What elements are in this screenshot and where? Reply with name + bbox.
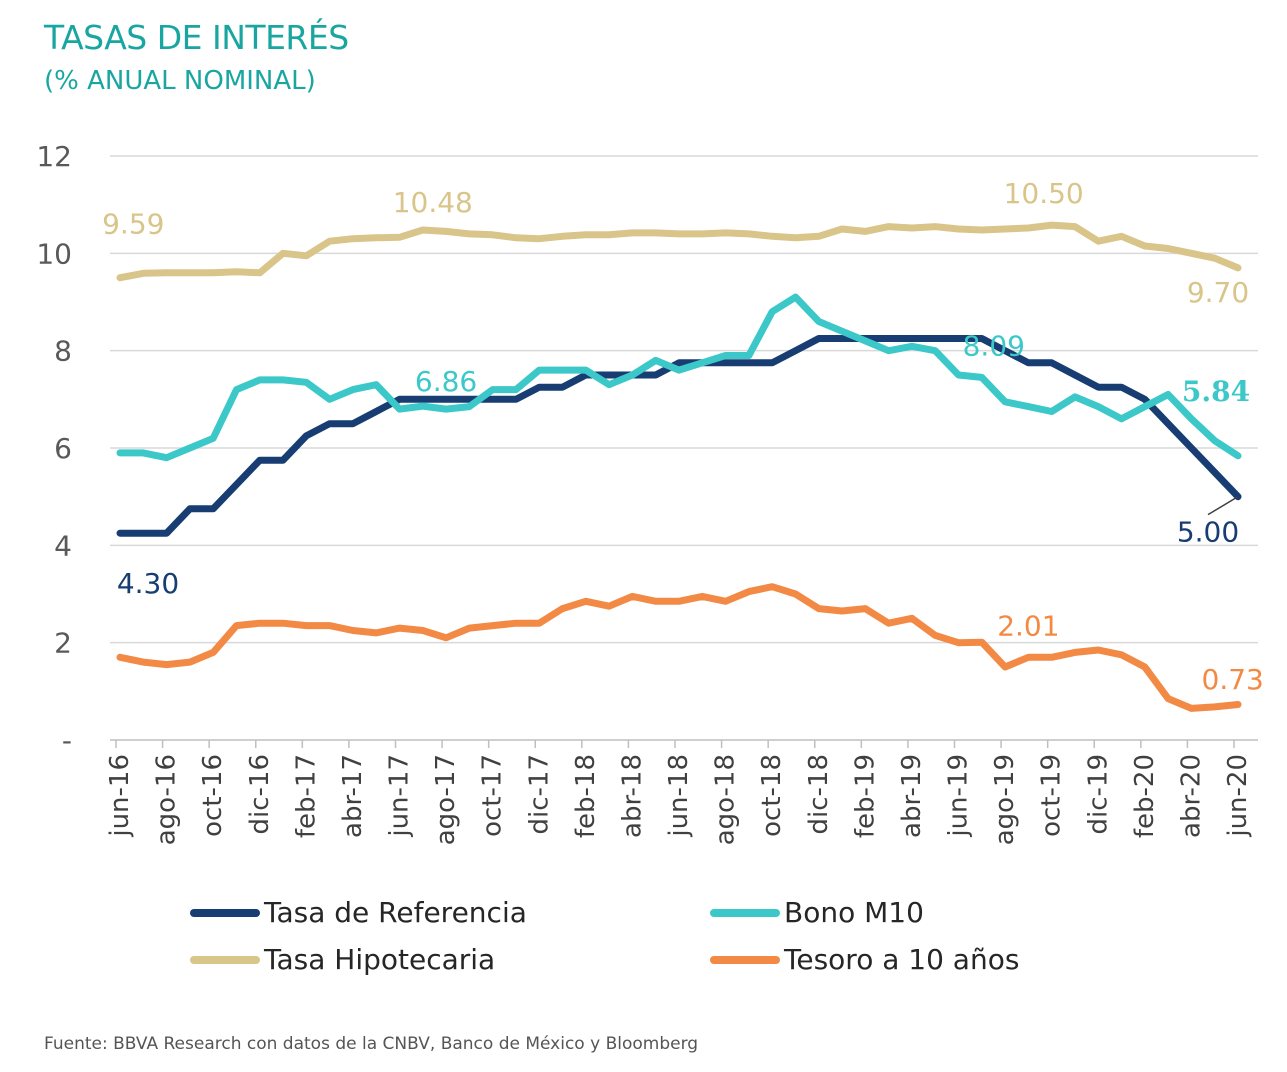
- chart-title: TASAS DE INTERÉS: [44, 18, 349, 57]
- x-tick-label: ago-17: [431, 754, 461, 845]
- y-tick-label: 12: [36, 140, 72, 173]
- y-tick-label: 6: [54, 432, 72, 465]
- y-tick-label: 2: [54, 627, 72, 660]
- source-note: Fuente: BBVA Research con datos de la CN…: [44, 1034, 699, 1054]
- chart-subtitle: (% ANUAL NOMINAL): [44, 66, 316, 96]
- data-label: 4.30: [117, 567, 179, 600]
- data-label: 5.00: [1177, 516, 1239, 549]
- x-tick-label: jun-20: [1223, 754, 1253, 838]
- x-tick-label: oct-18: [757, 754, 787, 837]
- x-tick-label: abr-17: [338, 754, 368, 838]
- x-tick-label: jun-18: [664, 754, 694, 838]
- x-tick-label: oct-19: [1037, 754, 1067, 837]
- y-axis-ticks: - 2 4 6 8 10 12: [36, 140, 72, 757]
- y-tick-label: -: [62, 724, 72, 757]
- x-axis: jun-16 ago-16 oct-16 dic-16 feb-17 abr-17 jun-…: [105, 739, 1258, 845]
- x-tick-label: feb-17: [291, 754, 321, 838]
- series-line-2: [116, 221, 1242, 282]
- data-label: 10.50: [1004, 177, 1084, 210]
- x-tick-label: dic-18: [804, 754, 834, 835]
- data-label: 5.84: [1182, 375, 1250, 408]
- data-label: 0.73: [1202, 663, 1264, 696]
- data-label: 9.70: [1187, 276, 1249, 309]
- y-tick-label: 8: [54, 335, 72, 368]
- x-tick-label: jun-19: [944, 754, 974, 838]
- x-tick-label: ago-16: [152, 754, 182, 845]
- x-tick-label: abr-20: [1176, 754, 1206, 838]
- line-chart: - 2 4 6 8 10 12 jun-16 ago-16 oct-16 dic-16 feb-17…: [36, 140, 1264, 845]
- x-tick-label: jun-17: [385, 754, 415, 838]
- x-tick-label: dic-16: [245, 754, 275, 835]
- x-tick-label: abr-18: [617, 754, 647, 838]
- y-tick-label: 10: [36, 237, 72, 270]
- series-line-0: [116, 335, 1242, 537]
- x-tick-label: ago-18: [711, 754, 741, 845]
- x-tick-label: oct-17: [478, 754, 508, 837]
- data-label: 8.09: [963, 329, 1025, 362]
- series-lines: [116, 221, 1242, 712]
- data-label: 10.48: [393, 186, 473, 219]
- x-tick-label: oct-16: [198, 754, 228, 837]
- series-line-1: [116, 293, 1242, 462]
- data-label: 9.59: [102, 207, 164, 240]
- x-tick-label: feb-19: [850, 754, 880, 838]
- x-tick-label: jun-16: [105, 754, 135, 838]
- data-label: 6.86: [415, 365, 477, 398]
- series-line-3: [116, 583, 1242, 712]
- y-tick-label: 4: [54, 529, 72, 562]
- x-tick-label: dic-17: [524, 754, 554, 835]
- x-tick-label: abr-19: [897, 754, 927, 838]
- x-tick-label: feb-18: [571, 754, 601, 838]
- data-label: 2.01: [997, 609, 1059, 642]
- leader-line: [1207, 496, 1239, 516]
- x-tick-label: ago-19: [990, 754, 1020, 845]
- data-labels: 9.59 10.48 10.50 9.70 6.86 8.09 5.84 4.30 5.00 2.…: [102, 177, 1264, 696]
- x-tick-label: dic-19: [1083, 754, 1113, 835]
- x-tick-label: feb-20: [1130, 754, 1160, 838]
